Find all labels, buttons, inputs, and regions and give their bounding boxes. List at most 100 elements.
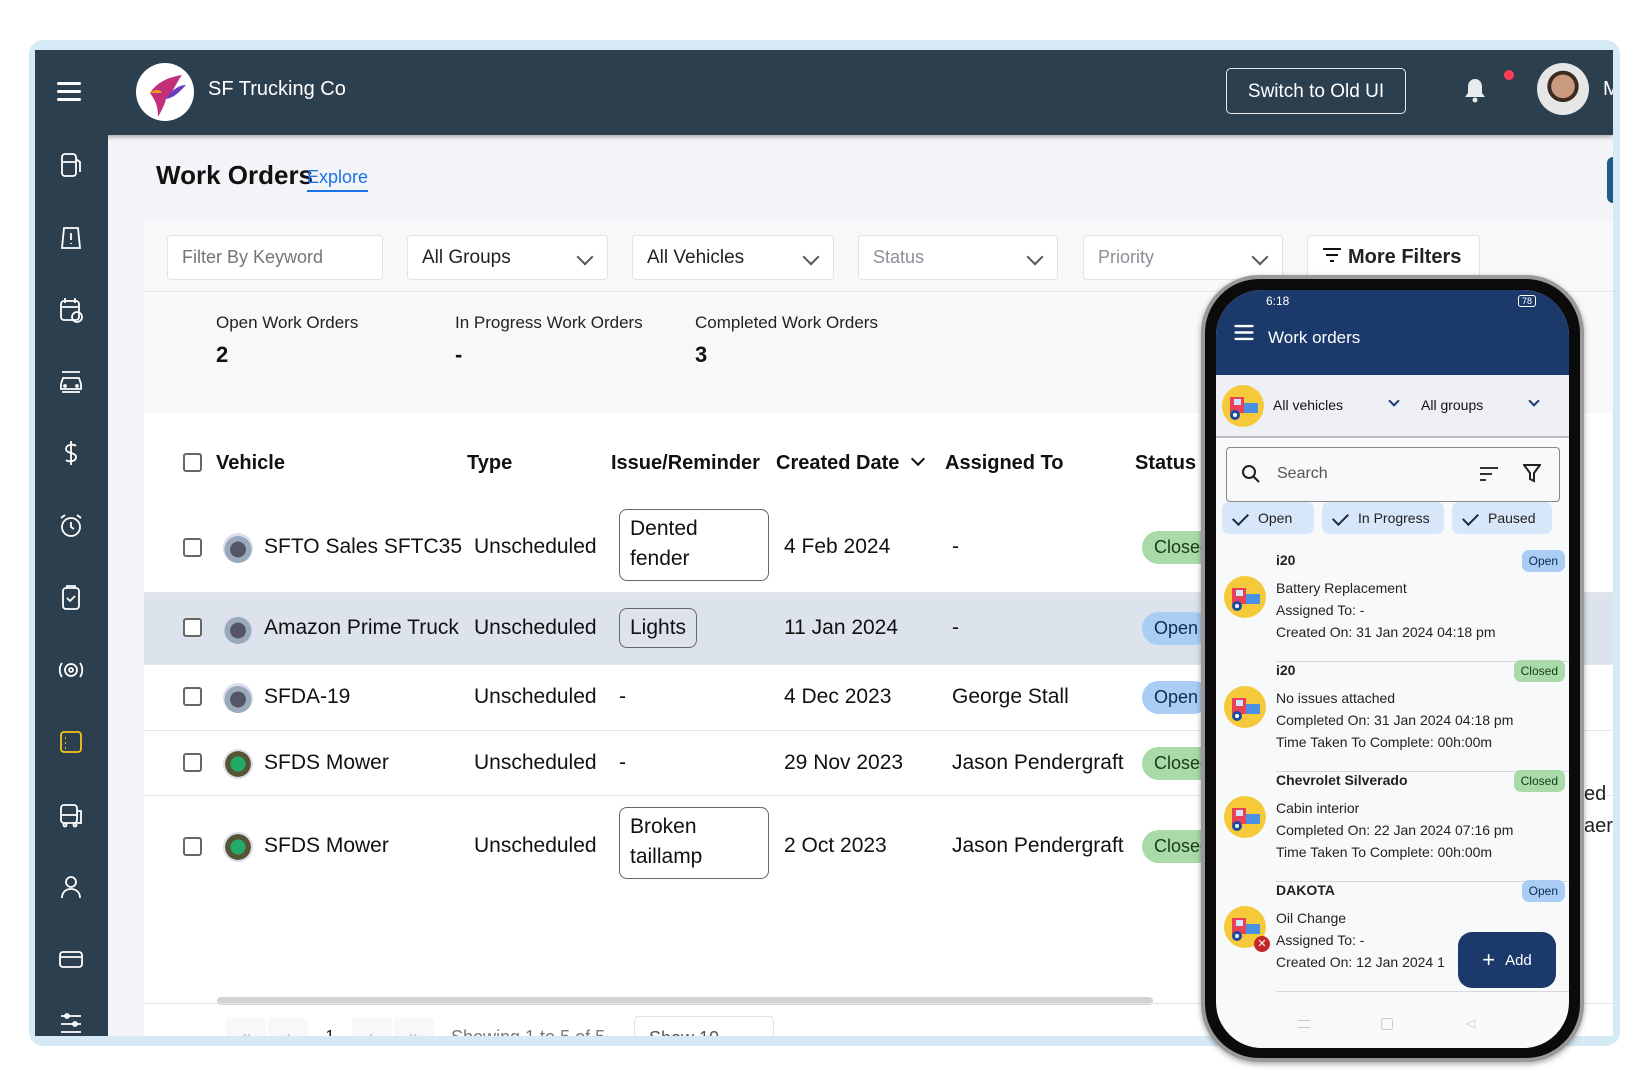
item-line-3: Created On: 31 Jan 2024 04:18 pm (1276, 624, 1496, 640)
item-line-2: Completed On: 31 Jan 2024 04:18 pm (1276, 712, 1514, 728)
sidebar-expenses-icon[interactable] (53, 435, 89, 471)
filter-funnel-icon[interactable] (1523, 463, 1541, 483)
nav-recents-icon[interactable] (1298, 1020, 1310, 1028)
issue-chip[interactable]: Dented fender (619, 509, 769, 581)
chevron-down-icon (1528, 395, 1540, 407)
row-checkbox[interactable] (183, 538, 202, 557)
explore-link[interactable]: Explore (307, 167, 369, 192)
created-date: 29 Nov 2023 (784, 751, 904, 774)
phone-search-input[interactable]: Search (1226, 447, 1560, 502)
status-select[interactable]: Status (858, 235, 1058, 280)
column-status[interactable]: Status (1135, 452, 1197, 474)
add-work-order-button[interactable]: + Add (1458, 932, 1556, 988)
sidebar-service-reminders-icon[interactable] (53, 292, 89, 328)
vehicles-select[interactable]: All Vehicles (632, 235, 834, 280)
vehicle-name[interactable]: SFDS Mower (264, 751, 389, 774)
stat-completed-value: 3 (695, 342, 708, 367)
menu-icon[interactable] (57, 77, 81, 106)
priority-select-placeholder: Priority (1098, 247, 1155, 267)
column-vehicle[interactable]: Vehicle (216, 452, 285, 474)
error-x-icon: ✕ (1254, 936, 1270, 952)
phone-screen: 6:18 78 Work orders All vehicles All gro… (1216, 290, 1569, 1048)
phone-list-item[interactable]: ✕ DAKOTA Open Oil Change Assigned To: - Creat… (1216, 876, 1569, 992)
prev-page-button[interactable]: ‹ (268, 1017, 308, 1036)
sidebar-card-icon[interactable] (53, 941, 89, 977)
pagination-bar (144, 1003, 1613, 1036)
stat-in-progress-label: In Progress Work Orders (455, 313, 643, 332)
current-page[interactable]: 1 (310, 1017, 350, 1036)
switch-to-old-ui-button[interactable]: Switch to Old UI (1226, 68, 1406, 114)
sidebar-tires-icon[interactable] (53, 652, 89, 688)
column-assigned-to[interactable]: Assigned To (945, 452, 1064, 474)
sidebar-settings-sliders-icon[interactable] (53, 1006, 89, 1036)
assigned-to: Jason Pendergraft (952, 834, 1124, 857)
table-row[interactable]: SFTO Sales SFTC35 Unscheduled Dented fend… (144, 502, 1613, 593)
sidebar-inspections-icon[interactable] (53, 580, 89, 616)
issue-chip[interactable]: Broken taillamp (619, 807, 769, 879)
sidebar-fuel-icon[interactable] (53, 147, 89, 183)
phone-list-item[interactable]: i20 Closed No issues attached Completed On:… (1216, 656, 1569, 772)
android-nav-bar: ◁ (1216, 1010, 1569, 1048)
sidebar-work-orders-icon[interactable] (53, 724, 89, 760)
phone-groups-select[interactable]: All groups (1421, 397, 1484, 413)
page-size-select[interactable]: Show 10 (634, 1016, 774, 1036)
vehicle-name[interactable]: SFTO Sales SFTC35 (264, 535, 463, 558)
phone-list-item[interactable]: Chevrolet Silverado Closed Cabin interior C… (1216, 766, 1569, 882)
assigned-to: Jason Pendergraft (952, 751, 1124, 774)
item-line-3: Created On: 12 Jan 2024 1 (1276, 954, 1445, 970)
type: Unscheduled (474, 834, 597, 857)
item-line-2: Completed On: 22 Jan 2024 07:16 pm (1276, 822, 1514, 838)
sidebar-contacts-icon[interactable] (53, 869, 89, 905)
column-created-date[interactable]: Created Date (776, 451, 926, 475)
item-line-1: No issues attached (1276, 690, 1396, 706)
last-page-button[interactable]: » (394, 1017, 434, 1036)
side-tab-button[interactable] (1607, 157, 1613, 203)
priority-select[interactable]: Priority (1083, 235, 1283, 280)
sidebar-vehicles-icon[interactable] (53, 364, 89, 400)
vehicle-name[interactable]: Amazon Prime Truck (264, 616, 459, 639)
sort-icon[interactable] (1479, 466, 1499, 482)
first-page-button[interactable]: « (226, 1017, 266, 1036)
item-title: i20 (1276, 662, 1296, 678)
chip-open[interactable]: Open (1222, 502, 1314, 534)
row-checkbox[interactable] (183, 837, 202, 856)
select-all-checkbox[interactable] (183, 453, 202, 472)
issue-chip[interactable]: Lights (619, 608, 698, 648)
sidebar-alarm-icon[interactable] (53, 508, 89, 544)
item-status-badge: Closed (1513, 660, 1565, 682)
sidebar-bus-icon[interactable] (53, 797, 89, 833)
type: Unscheduled (474, 616, 597, 639)
sidebar-issues-icon[interactable] (53, 220, 89, 256)
status-badge: Open (1142, 612, 1211, 645)
more-filters-button[interactable]: More Filters (1307, 235, 1480, 280)
vehicle-thumbnail (223, 614, 253, 644)
vehicle-name[interactable]: SFDA-19 (264, 685, 351, 708)
item-line-2: Assigned To: - (1276, 602, 1365, 618)
notification-bell-icon[interactable] (1463, 77, 1487, 108)
next-page-button[interactable]: › (352, 1017, 392, 1036)
phone-list-item[interactable]: i20 Open Battery Replacement Assigned To: -… (1216, 546, 1569, 662)
row-checkbox[interactable] (183, 753, 202, 772)
company-name: SF Trucking Co (208, 78, 346, 100)
chip-paused[interactable]: Paused (1452, 502, 1552, 534)
keyword-filter-input[interactable] (167, 235, 383, 280)
horizontal-scrollbar[interactable] (217, 997, 1153, 1005)
table-row[interactable]: SFDS Mower Unscheduled Broken taillamp 2 … (144, 796, 1613, 896)
phone-menu-icon[interactable] (1234, 321, 1254, 344)
nav-home-icon[interactable] (1381, 1018, 1393, 1030)
type: Unscheduled (474, 535, 597, 558)
vehicle-name[interactable]: SFDS Mower (264, 834, 389, 857)
table-row[interactable]: SFDA-19 Unscheduled - 4 Dec 2023 George … (144, 665, 1613, 731)
row-checkbox[interactable] (183, 687, 202, 706)
truck-avatar-icon (1224, 796, 1266, 838)
user-name[interactable]: M (1603, 78, 1613, 100)
row-checkbox[interactable] (183, 618, 202, 637)
groups-select[interactable]: All Groups (407, 235, 608, 280)
column-issue[interactable]: Issue/Reminder (611, 452, 760, 474)
column-type[interactable]: Type (467, 452, 513, 474)
nav-back-icon[interactable]: ◁ (1466, 1016, 1476, 1030)
item-status-badge: Open (1521, 880, 1565, 902)
chip-in-progress[interactable]: In Progress (1322, 502, 1444, 534)
user-avatar[interactable] (1537, 63, 1589, 115)
phone-vehicles-select[interactable]: All vehicles (1273, 397, 1344, 413)
